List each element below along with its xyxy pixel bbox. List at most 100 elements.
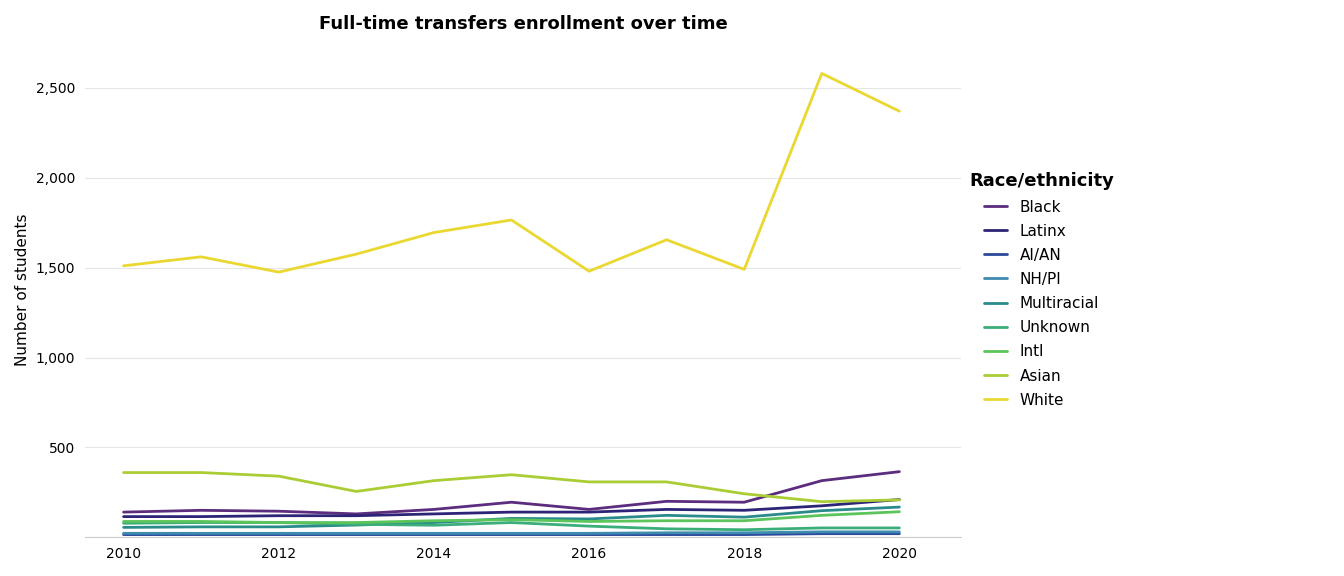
Line: Unknown: Unknown xyxy=(124,522,899,530)
Asian xyxy=(270,473,286,480)
Latinx xyxy=(813,502,829,509)
Black xyxy=(737,499,753,506)
Line: Black: Black xyxy=(124,472,899,514)
Black xyxy=(891,468,907,475)
Asian xyxy=(504,471,520,478)
AI/AN xyxy=(737,531,753,538)
Unknown xyxy=(194,519,210,526)
NH/PI xyxy=(270,530,286,537)
Multiracial xyxy=(270,524,286,530)
Intl xyxy=(737,517,753,524)
Line: AI/AN: AI/AN xyxy=(124,534,899,535)
Black xyxy=(504,499,520,506)
Latinx xyxy=(116,513,132,520)
Latinx xyxy=(194,513,210,520)
AI/AN xyxy=(426,531,442,538)
Black xyxy=(581,506,597,513)
AI/AN xyxy=(504,531,520,538)
White xyxy=(504,217,520,223)
Unknown xyxy=(581,522,597,529)
White xyxy=(270,268,286,275)
AI/AN xyxy=(348,531,364,538)
Latinx xyxy=(737,507,753,514)
Asian xyxy=(426,477,442,484)
Intl xyxy=(426,517,442,524)
NH/PI xyxy=(504,530,520,537)
Latinx xyxy=(504,509,520,516)
NH/PI xyxy=(659,529,675,536)
Multiracial xyxy=(891,503,907,510)
NH/PI xyxy=(581,530,597,537)
Intl xyxy=(813,512,829,519)
Unknown xyxy=(737,526,753,533)
Latinx xyxy=(348,512,364,519)
Intl xyxy=(891,508,907,515)
Black xyxy=(348,510,364,517)
Multiracial xyxy=(659,512,675,519)
Unknown xyxy=(426,522,442,529)
Multiracial xyxy=(737,514,753,521)
Latinx xyxy=(270,512,286,519)
Latinx xyxy=(659,506,675,513)
Black xyxy=(426,506,442,513)
White xyxy=(737,266,753,273)
White xyxy=(813,70,829,77)
Line: NH/PI: NH/PI xyxy=(124,532,899,533)
Multiracial xyxy=(813,507,829,514)
White xyxy=(581,268,597,275)
AI/AN xyxy=(270,531,286,538)
Multiracial xyxy=(194,524,210,530)
Intl xyxy=(504,516,520,523)
Multiracial xyxy=(426,519,442,526)
White xyxy=(116,262,132,269)
White xyxy=(348,251,364,257)
Asian xyxy=(891,497,907,503)
NH/PI xyxy=(891,528,907,535)
Y-axis label: Number of students: Number of students xyxy=(15,214,30,366)
AI/AN xyxy=(581,531,597,538)
NH/PI xyxy=(813,528,829,535)
Black xyxy=(659,498,675,505)
Asian xyxy=(813,498,829,505)
Intl xyxy=(270,519,286,526)
Multiracial xyxy=(116,524,132,531)
Black xyxy=(813,477,829,484)
Line: Latinx: Latinx xyxy=(124,499,899,517)
Line: Asian: Asian xyxy=(124,472,899,502)
Black xyxy=(116,509,132,516)
Intl xyxy=(194,518,210,525)
NH/PI xyxy=(194,530,210,537)
AI/AN xyxy=(813,530,829,537)
Intl xyxy=(116,518,132,525)
Unknown xyxy=(116,520,132,526)
Line: Intl: Intl xyxy=(124,511,899,522)
Asian xyxy=(116,469,132,476)
Multiracial xyxy=(504,515,520,522)
Latinx xyxy=(581,509,597,516)
NH/PI xyxy=(737,529,753,536)
Asian xyxy=(194,469,210,476)
Latinx xyxy=(891,496,907,503)
Intl xyxy=(348,519,364,526)
Multiracial xyxy=(348,522,364,529)
AI/AN xyxy=(891,530,907,537)
Legend: Black, Latinx, AI/AN, NH/PI, Multiracial, Unknown, Intl, Asian, White: Black, Latinx, AI/AN, NH/PI, Multiracial… xyxy=(969,172,1114,408)
Unknown xyxy=(348,521,364,528)
AI/AN xyxy=(659,531,675,538)
Line: White: White xyxy=(124,74,899,272)
Asian xyxy=(737,490,753,497)
Multiracial xyxy=(581,516,597,522)
Unknown xyxy=(891,525,907,532)
NH/PI xyxy=(348,530,364,537)
Unknown xyxy=(659,525,675,532)
Line: Multiracial: Multiracial xyxy=(124,507,899,528)
Asian xyxy=(581,479,597,486)
Unknown xyxy=(813,525,829,532)
Intl xyxy=(581,518,597,525)
AI/AN xyxy=(194,531,210,538)
AI/AN xyxy=(116,531,132,538)
Intl xyxy=(659,517,675,524)
Asian xyxy=(659,479,675,486)
Title: Full-time transfers enrollment over time: Full-time transfers enrollment over time xyxy=(319,15,727,33)
White xyxy=(891,108,907,115)
